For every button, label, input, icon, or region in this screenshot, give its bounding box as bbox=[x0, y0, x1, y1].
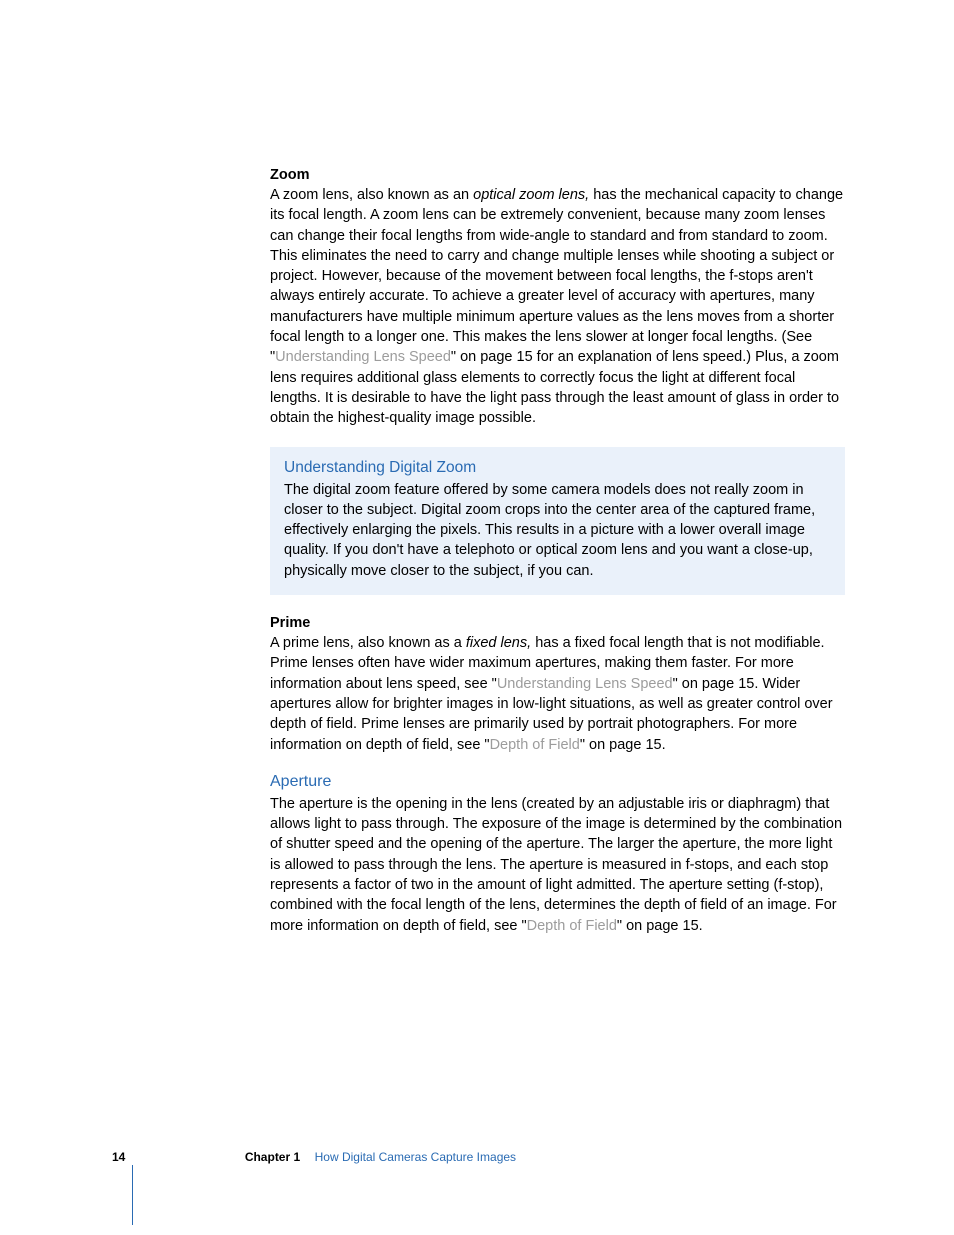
zoom-text-2: has the mechanical capacity to change it… bbox=[270, 187, 843, 365]
footer-chapter-label: Chapter 1 bbox=[245, 1150, 300, 1164]
zoom-paragraph: A zoom lens, also known as an optical zo… bbox=[270, 185, 845, 429]
callout-title: Understanding Digital Zoom bbox=[284, 459, 831, 477]
zoom-heading: Zoom bbox=[270, 167, 845, 183]
page-number: 14 bbox=[112, 1150, 125, 1164]
aperture-text-2: " on page 15. bbox=[617, 918, 703, 934]
zoom-italic-term: optical zoom lens, bbox=[473, 187, 593, 203]
prime-link-lens-speed[interactable]: Understanding Lens Speed bbox=[497, 676, 673, 692]
prime-text-1: A prime lens, also known as a bbox=[270, 635, 466, 651]
aperture-link-depth-of-field[interactable]: Depth of Field bbox=[527, 918, 617, 934]
footer-chapter-title: How Digital Cameras Capture Images bbox=[315, 1150, 516, 1164]
zoom-link-lens-speed[interactable]: Understanding Lens Speed bbox=[275, 349, 451, 365]
prime-text-4: " on page 15. bbox=[580, 737, 666, 753]
aperture-title: Aperture bbox=[270, 773, 845, 791]
prime-paragraph: A prime lens, also known as a fixed lens… bbox=[270, 633, 845, 755]
prime-italic-term: fixed lens, bbox=[466, 635, 535, 651]
page-content: Zoom A zoom lens, also known as an optic… bbox=[270, 167, 845, 954]
digital-zoom-callout: Understanding Digital Zoom The digital z… bbox=[270, 447, 845, 595]
prime-heading: Prime bbox=[270, 615, 845, 631]
prime-link-depth-of-field[interactable]: Depth of Field bbox=[490, 737, 580, 753]
aperture-paragraph: The aperture is the opening in the lens … bbox=[270, 794, 845, 936]
callout-body-text: The digital zoom feature offered by some… bbox=[284, 480, 831, 581]
zoom-text-1: A zoom lens, also known as an bbox=[270, 187, 473, 203]
footer-rule bbox=[132, 1165, 133, 1225]
aperture-text-1: The aperture is the opening in the lens … bbox=[270, 796, 842, 934]
page-footer: 14 Chapter 1 How Digital Cameras Capture… bbox=[112, 1148, 852, 1166]
